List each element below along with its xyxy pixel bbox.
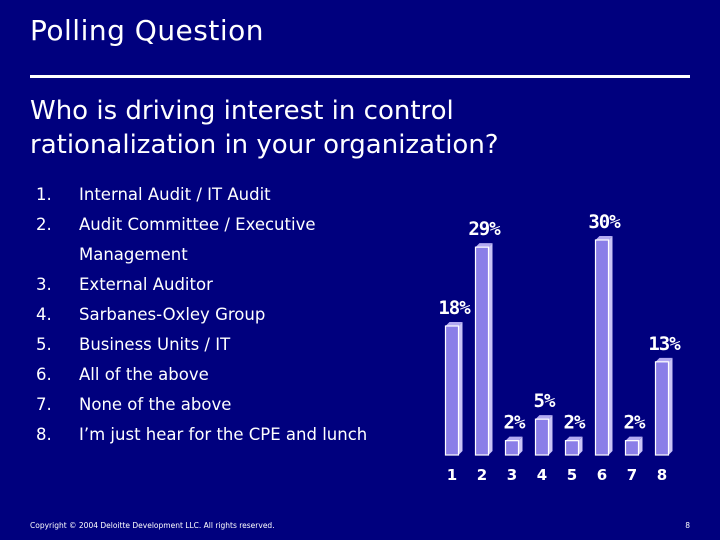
chart-bar-side: [548, 415, 553, 455]
chart-bar: [654, 357, 673, 456]
option-number: 7.: [36, 395, 52, 414]
option-text: Business Units / IT: [79, 335, 231, 354]
chart-value-label: 13%: [648, 333, 681, 355]
chart-x-tick-label: 2: [477, 466, 487, 484]
chart-bar-front: [444, 325, 460, 456]
chart-x-tick-label: 1: [447, 466, 457, 484]
option-text: All of the above: [79, 365, 209, 384]
option-number: 1.: [36, 185, 52, 204]
chart-value-label: 5%: [534, 390, 556, 412]
slide-title: Polling Question: [30, 14, 265, 47]
answer-option: 5. Business Units / IT: [36, 330, 436, 360]
chart-bar-top: [565, 436, 583, 441]
chart-bar-top: [595, 236, 613, 240]
chart-value-label: 30%: [588, 211, 621, 233]
chart-value-label: 2%: [624, 412, 646, 434]
option-text: Internal Audit / IT Audit: [79, 185, 271, 204]
chart-bar: [474, 243, 493, 456]
chart-bar-side: [458, 322, 463, 455]
option-number: 3.: [36, 275, 52, 294]
option-text: Sarbanes-Oxley Group: [79, 305, 266, 324]
chart-value-label: 2%: [504, 412, 526, 434]
chart-bar-side: [518, 436, 523, 455]
chart-bar-top: [475, 243, 493, 248]
answer-option: 3. External Auditor: [36, 270, 436, 300]
page-number: 8: [685, 521, 690, 530]
chart-bar-side: [668, 357, 673, 455]
chart-bar-side: [578, 436, 583, 455]
answer-options-list: 1. Internal Audit / IT Audit 2. Audit Co…: [36, 180, 436, 450]
chart-value-label: 18%: [438, 297, 471, 319]
option-number: 2.: [36, 215, 52, 234]
answer-option: 4. Sarbanes-Oxley Group: [36, 300, 436, 330]
answer-option: 8. I’m just hear for the CPE and lunch: [36, 420, 436, 450]
option-number: 8.: [36, 425, 52, 444]
chart-bar-top: [655, 357, 673, 362]
answer-option: 6. All of the above: [36, 360, 436, 390]
chart-value-label: 2%: [564, 412, 586, 434]
title-divider: [30, 75, 690, 78]
option-text: External Auditor: [79, 275, 213, 294]
chart-bar-top: [535, 415, 553, 420]
option-number: 6.: [36, 365, 52, 384]
chart-bar-front: [564, 440, 580, 456]
chart-bar: [624, 436, 643, 456]
option-text: Audit Committee / Executive Management: [79, 215, 316, 264]
chart-bar: [444, 322, 463, 456]
chart-bar-front: [534, 418, 550, 456]
chart-bar-front: [594, 239, 610, 456]
chart-bar-front: [624, 440, 640, 456]
chart-bar-front: [654, 361, 670, 456]
option-text: None of the above: [79, 395, 232, 414]
chart-bar: [594, 236, 613, 456]
chart-x-tick-label: 3: [507, 466, 517, 484]
copyright-footer: Copyright © 2004 Deloitte Development LL…: [30, 521, 275, 530]
option-number: 4.: [36, 305, 52, 324]
answer-option: 7. None of the above: [36, 390, 436, 420]
chart-bar-front: [474, 246, 490, 456]
chart-x-tick-label: 7: [627, 466, 637, 484]
chart-x-tick-label: 5: [567, 466, 577, 484]
chart-bar-side: [638, 436, 643, 455]
option-number: 5.: [36, 335, 52, 354]
answer-option: 1. Internal Audit / IT Audit: [36, 180, 436, 210]
chart-bar-front: [504, 440, 520, 456]
chart-bar: [564, 436, 583, 456]
chart-bar-top: [505, 436, 523, 441]
option-text: I’m just hear for the CPE and lunch: [79, 425, 368, 444]
chart-bar: [534, 415, 553, 456]
chart-value-label: 29%: [468, 218, 501, 240]
poll-question: Who is driving interest in control ratio…: [30, 96, 499, 160]
chart-bar-top: [445, 322, 463, 326]
chart-bar: [504, 436, 523, 456]
chart-x-tick-label: 8: [657, 466, 667, 484]
chart-bar-side: [608, 236, 613, 455]
chart-bar-top: [625, 436, 643, 441]
chart-bar-side: [488, 243, 493, 455]
chart-x-tick-label: 4: [537, 466, 547, 484]
answer-option: 2. Audit Committee / Executive Managemen…: [36, 210, 379, 270]
chart-x-tick-label: 6: [597, 466, 607, 484]
